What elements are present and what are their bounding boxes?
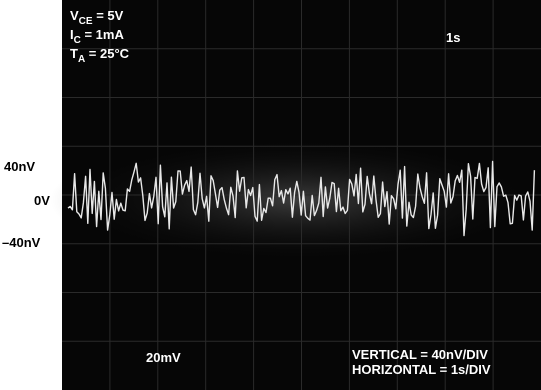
noise-trace <box>67 160 536 237</box>
subscript: C <box>74 35 81 46</box>
condition-value: = 5V <box>93 8 124 23</box>
condition-line: TA = 25°C <box>70 46 130 65</box>
condition-line: IC = 1mA <box>70 27 124 46</box>
axis-label: 0V <box>34 193 50 208</box>
axis-label: 40nV <box>4 159 35 174</box>
symbol: I <box>70 27 74 42</box>
condition-value: = 1mA <box>81 27 125 42</box>
subscript: CE <box>79 16 93 27</box>
condition-value: = 25°C <box>85 46 129 61</box>
scale-note: VERTICAL = 40nV/DIV <box>352 347 488 362</box>
scale-note: HORIZONTAL = 1s/DIV <box>352 362 491 377</box>
axis-label: –40nV <box>2 235 41 250</box>
timebase-readout: 1s <box>446 30 460 45</box>
symbol: V <box>70 8 79 23</box>
graticule <box>62 0 541 390</box>
trace-glow <box>50 135 541 265</box>
subscript: A <box>78 54 85 65</box>
symbol: T <box>70 46 78 61</box>
condition-line: VCE = 5V <box>70 8 124 27</box>
channel-readout: 20mV <box>146 350 181 365</box>
